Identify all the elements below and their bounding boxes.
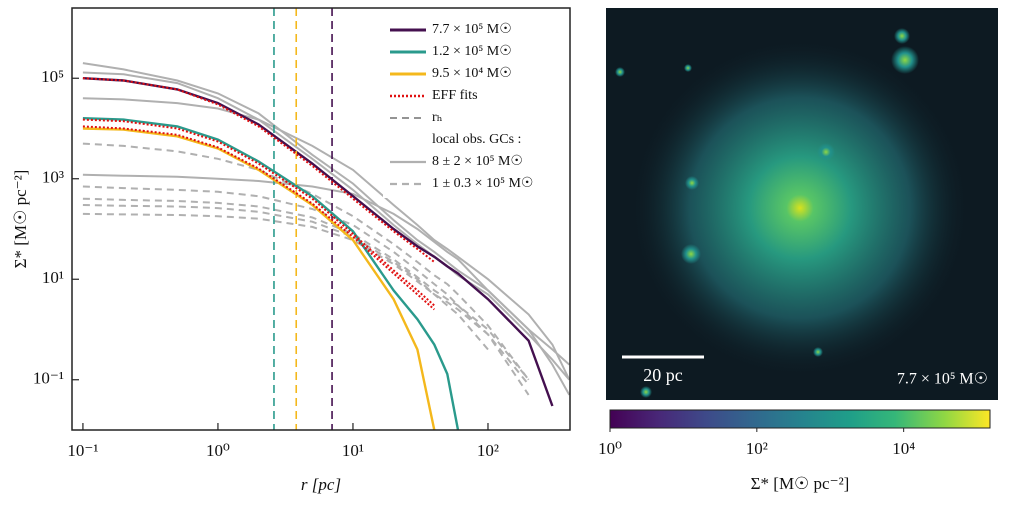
legend-label: 9.5 × 10⁴ M☉ <box>432 66 512 81</box>
x-tick-label: 10¹ <box>342 441 364 460</box>
legend-label: 8 ± 2 × 10⁵ M☉ <box>432 154 523 169</box>
legend-box <box>383 14 565 198</box>
colorbar <box>609 409 991 429</box>
colorbar-tick-label: 10⁴ <box>892 439 915 458</box>
clump <box>813 347 823 357</box>
y-tick-label: 10¹ <box>42 268 64 287</box>
legend: 7.7 × 10⁵ M☉ 1.2 × 10⁵ M☉ 9.5 × 10⁴ M☉ EFF … <box>383 14 565 198</box>
x-tick-label: 10² <box>477 441 499 460</box>
legend-label: 1.2 × 10⁵ M☉ <box>432 44 512 59</box>
colorbar-tick-label: 10² <box>746 439 768 458</box>
legend-label: rₕ <box>432 110 443 125</box>
image-panel: 20 pc 7.7 × 10⁵ M☉ <box>606 8 998 400</box>
legend-label: 1 ± 0.3 × 10⁵ M☉ <box>432 176 533 191</box>
y-axis-label: Σ* [M☉ pc⁻²] <box>11 170 30 269</box>
clump <box>615 67 625 77</box>
clump <box>817 143 835 161</box>
obs-profile <box>82 197 530 381</box>
obs-profile <box>82 204 489 351</box>
obs-profile <box>82 71 570 381</box>
clump <box>681 244 701 264</box>
axes-frame <box>71 7 571 431</box>
colorbar-tick-label: 10⁰ <box>598 439 622 458</box>
y-tick-label: 10⁻¹ <box>33 369 64 388</box>
obs-profile <box>82 142 530 381</box>
legend-title: local obs. GCs : <box>432 132 521 147</box>
cluster-glow <box>630 38 970 378</box>
mass-label: 7.7 × 10⁵ M☉ <box>897 371 988 388</box>
profile <box>82 127 436 430</box>
clump <box>640 386 652 398</box>
colorbar-label: Σ* [M☉ pc⁻²] <box>751 474 850 493</box>
y-tick-label: 10⁵ <box>41 67 64 86</box>
obs-profile <box>82 212 530 386</box>
clump <box>891 46 919 74</box>
scale-bar-label: 20 pc <box>643 365 683 385</box>
x-axis-label: r [pc] <box>301 475 341 494</box>
y-tick-label: 10³ <box>42 168 64 187</box>
x-tick-label: 10⁰ <box>206 441 230 460</box>
clump <box>894 28 910 44</box>
obs-profile <box>82 97 570 381</box>
profile <box>82 117 460 430</box>
obs-profile <box>82 185 530 396</box>
x-tick-label: 10⁻¹ <box>67 441 98 460</box>
obs-profile <box>82 173 570 366</box>
clump <box>684 64 692 72</box>
clump <box>685 176 699 190</box>
plot-area <box>82 8 570 430</box>
legend-label: EFF fits <box>432 88 478 103</box>
legend-label: 7.7 × 10⁵ M☉ <box>432 22 512 37</box>
